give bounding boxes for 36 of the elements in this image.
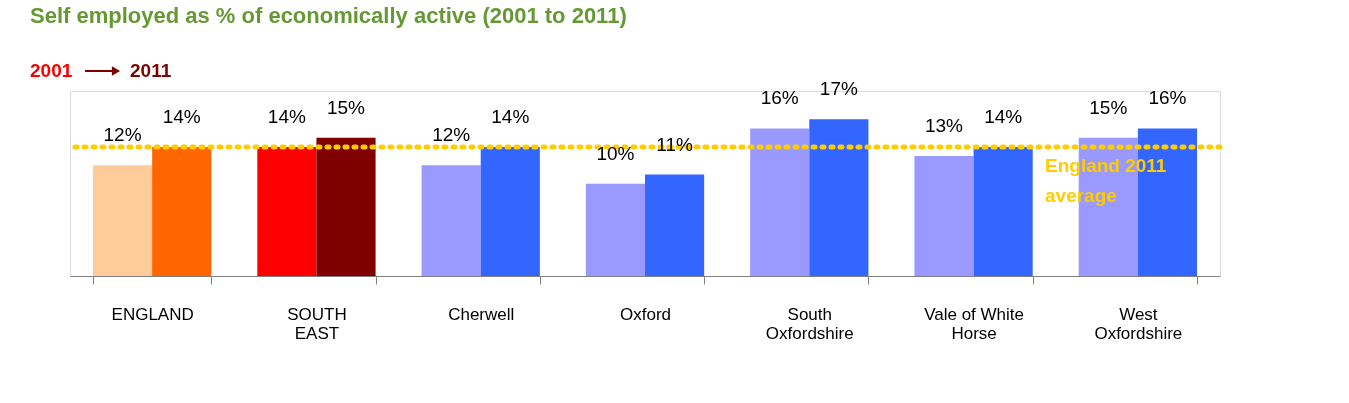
data-label: 14% [491,105,530,127]
bar [152,146,212,276]
data-label: 10% [596,142,635,164]
bar [93,165,153,276]
legend-label: 2011 [130,60,172,81]
x-tick-label: West Oxfordshire [1094,304,1183,343]
bar [585,183,645,276]
data-label: 12% [103,124,142,146]
x-tick-label: Vale of White Horse [924,304,1024,343]
data-label: 16% [760,87,799,109]
bar [421,165,481,276]
bar [645,174,705,276]
text: 2001 [30,60,73,81]
x-tick-label: South Oxfordshire [765,304,854,343]
data-label: 13% [924,115,964,137]
data-label: 14% [984,105,1023,127]
bar [257,146,317,276]
bar [480,146,540,276]
x-tick-label: Oxford [619,304,672,324]
chart-title: Self employed as % of economically active (2001 to 2011) [30,3,627,28]
data-label: 15% [326,96,366,118]
data-label: 12% [432,124,471,146]
bar [973,146,1033,276]
bar [750,128,810,276]
data-label: 14% [162,105,201,127]
data-label: 15% [1089,96,1128,118]
x-tick-label: Cherwell [448,304,515,324]
x-tick-label: ENGLAND [111,304,194,324]
data-label: 16% [1148,87,1187,109]
ref-line-label: England 2011 average [1045,154,1167,206]
data-label: 17% [819,78,858,100]
data-label: 14% [267,105,306,127]
x-tick-label: SOUTH EAST [287,304,347,343]
bar [316,137,376,276]
bar [809,119,869,276]
bar [914,156,974,276]
